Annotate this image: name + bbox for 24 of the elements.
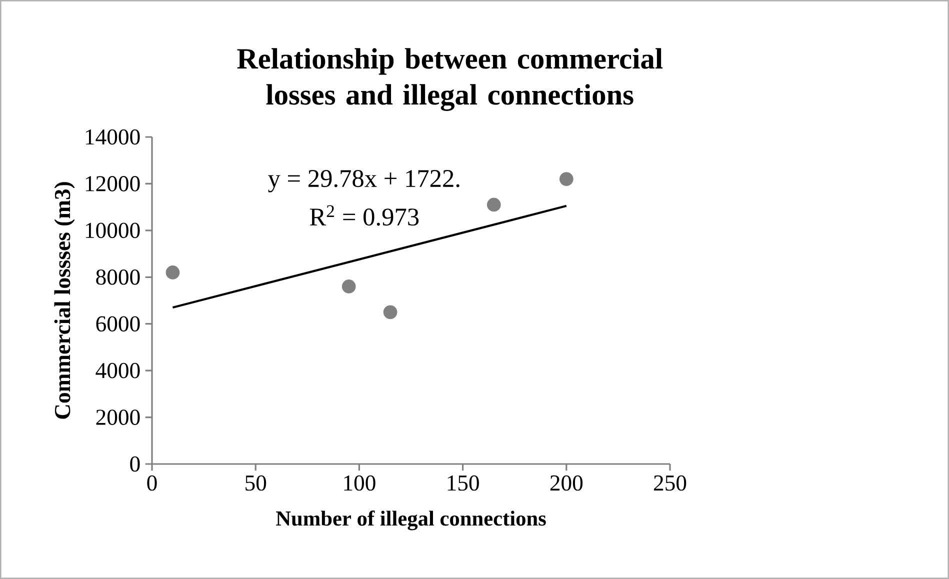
- x-tick-label: 0: [147, 475, 157, 491]
- y-tick-label: 14000: [86, 129, 140, 145]
- y-tick-label: 2000: [96, 410, 140, 425]
- point: [559, 172, 574, 186]
- annotation: y = 29.78x + 1722.: [268, 170, 460, 192]
- y-tick-label: 12000: [86, 176, 140, 192]
- y-tick-label: 8000: [96, 269, 140, 285]
- y-tick-label: 10000: [86, 222, 140, 238]
- x-tick-label: 250: [654, 475, 686, 491]
- x-axis-title: Number of illegal connections: [276, 510, 546, 530]
- point: [342, 280, 356, 294]
- x-tick-label: 200: [550, 475, 583, 491]
- y-axis-title: Commercial lossses (m3): [54, 182, 75, 419]
- y-tick-label: 4000: [96, 362, 140, 378]
- point: [166, 266, 180, 280]
- point: [383, 305, 398, 320]
- x-tick-label: 150: [448, 475, 479, 491]
- annotation: R$^{2}$ = 0.973: [310, 205, 419, 226]
- x-tick-label: 50: [246, 475, 266, 491]
- y-tick-label: 0: [130, 456, 140, 472]
- point: [486, 198, 501, 212]
- x-tick-label: 100: [344, 475, 376, 491]
- y-tick-label: 6000: [96, 316, 140, 332]
- chart-title: Relationship between commercial losses and illegal connections: [237, 48, 663, 111]
